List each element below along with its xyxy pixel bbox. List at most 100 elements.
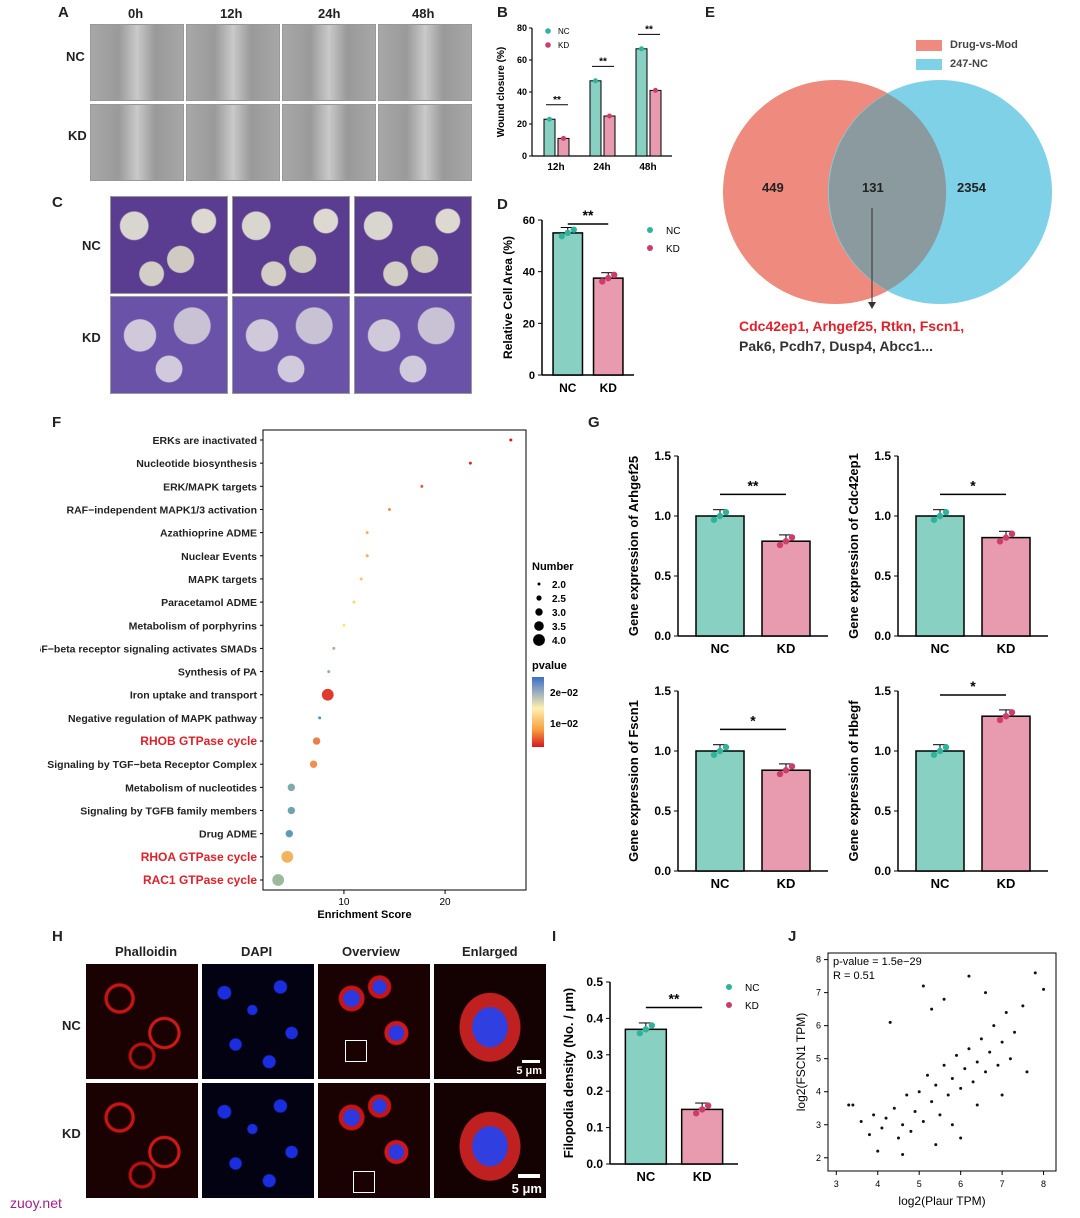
row-nc: NC (62, 1018, 81, 1033)
replicate-dot (942, 509, 950, 516)
panel-letter-c: C (52, 194, 63, 211)
x-tick-label: 4 (875, 1179, 880, 1189)
y-axis-label: Gene expression of Arhgef25 (626, 456, 641, 636)
significance-stars: ** (599, 56, 607, 67)
replicate-dot (782, 538, 790, 545)
y-tick-label: 60 (523, 215, 535, 227)
chart-g2: 0.0 0.5 1.0 1.5 NC KD * Gene expression of Cdc4… (846, 449, 1048, 656)
panel-letter-f: F (52, 414, 62, 431)
plot-frame (262, 429, 527, 891)
pathway-label: Nucleotide biosynthesis (136, 458, 257, 470)
x-tick-label: 24h (593, 162, 610, 173)
pathway-dot (285, 829, 293, 838)
data-point (880, 1126, 884, 1130)
data-point (930, 1007, 934, 1011)
venn-diagram (723, 80, 1052, 309)
data-point (950, 1077, 954, 1081)
replicate-dot (996, 716, 1004, 724)
legend-label: KD (558, 41, 569, 50)
pathway-label: TGF−beta receptor signaling activates SM… (40, 643, 257, 655)
bar (603, 115, 616, 157)
chart-g3: 0.0 0.5 1.0 1.5 NC KD * Gene expression of Fscn… (626, 684, 828, 891)
size-legend-dot (533, 634, 545, 646)
enlarged-image: 5 μm (434, 1083, 546, 1198)
size-legend-label: 3.0 (552, 608, 566, 619)
x-tick-label: NC (711, 641, 730, 656)
bar (761, 540, 811, 637)
color-legend-label: 2e−02 (550, 688, 579, 699)
y-axis-label: log2(FSCN1 TPM) (794, 1013, 808, 1111)
significance-stars: ** (669, 990, 680, 1006)
pathway-dot (287, 806, 296, 815)
pathway-dot (327, 670, 331, 674)
data-point (955, 1053, 959, 1057)
data-point (1008, 1057, 1012, 1061)
data-point (938, 1113, 942, 1117)
y-tick-label: 80 (517, 23, 527, 33)
legend-label: KD (666, 244, 680, 255)
replicate-dot (698, 1106, 706, 1113)
chart-i: 0.0 0.1 0.2 0.3 0.4 0.5 NC KD ** Filopodia densit… (561, 975, 759, 1184)
col-0h: 0h (128, 6, 144, 21)
significance-stars: ** (748, 477, 759, 493)
pathway-dot (420, 484, 424, 488)
data-point (950, 1123, 954, 1127)
crystal-violet-image (110, 296, 228, 394)
replicate-dot (776, 541, 784, 549)
pathway-label: Paracetamol ADME (161, 597, 257, 609)
replicate-dot (593, 78, 598, 84)
y-tick-label: 0.1 (586, 1121, 603, 1135)
pathway-dot (312, 737, 321, 745)
plot-frame (827, 952, 1057, 1172)
scale-bar (522, 1060, 540, 1063)
pathway-dot (387, 507, 391, 511)
x-tick-label: NC (711, 876, 730, 891)
replicate-dot (930, 751, 938, 758)
size-legend-label: 2.0 (552, 580, 566, 591)
data-point (984, 1070, 988, 1074)
row-kd: KD (62, 1126, 81, 1141)
crystal-violet-image (354, 296, 472, 394)
scale-bar-label: 5 μm (511, 1181, 542, 1196)
legend-marker (726, 1002, 732, 1008)
size-legend-dot (534, 621, 544, 631)
pathway-dot (365, 554, 369, 558)
pathway-label: RAF−independent MAPK1/3 activation (67, 504, 258, 516)
pathway-label: Negative regulation of MAPK pathway (68, 713, 257, 725)
replicate-dot (558, 232, 565, 240)
watermark: zuoy.net (10, 1195, 62, 1211)
bar (981, 536, 1031, 637)
y-tick-label: 1.0 (654, 509, 671, 523)
legend-marker (545, 42, 551, 48)
legend-label: KD (745, 1001, 759, 1012)
pathway-label: Azathioprine ADME (160, 528, 257, 540)
replicate-dot (547, 116, 552, 122)
pathway-dot (342, 623, 346, 627)
chart-j: 3 4 5 6 7 8 2 3 4 5 6 7 8 p-value = 1.5e−29 R = 0.51 lo… (794, 952, 1057, 1208)
data-point (896, 1136, 900, 1140)
zoom-box (353, 1171, 375, 1193)
significance-stars: * (750, 712, 756, 728)
legend-marker (726, 984, 732, 990)
significance-stars: ** (553, 95, 561, 106)
panel-letter-g: G (588, 414, 600, 431)
significance-stars: ** (645, 24, 653, 35)
legend-label: NC (558, 27, 570, 36)
pathway-label: Signaling by TGFB family members (80, 806, 257, 818)
crystal-violet-image (232, 296, 350, 394)
x-tick-label: 3 (834, 1179, 839, 1189)
pathway-label: RHOB GTPase cycle (140, 734, 257, 748)
replicate-dot (692, 1110, 700, 1117)
y-tick-label: 0.0 (654, 864, 671, 878)
pathway-label: RHOA GTPase cycle (141, 850, 258, 864)
legend-label: NC (666, 226, 680, 237)
col-overview: Overview (342, 944, 400, 959)
dapi-image (202, 964, 314, 1079)
chart-d: 0 20 40 60 NC KD ** Relative Cell Area (%) NC KD (501, 207, 680, 395)
replicate-dot (710, 516, 718, 523)
legend-label-right: 247-NC (950, 58, 988, 70)
data-point (901, 1123, 905, 1127)
data-point (901, 1152, 905, 1156)
data-point (1000, 1093, 1004, 1097)
data-point (921, 984, 925, 988)
